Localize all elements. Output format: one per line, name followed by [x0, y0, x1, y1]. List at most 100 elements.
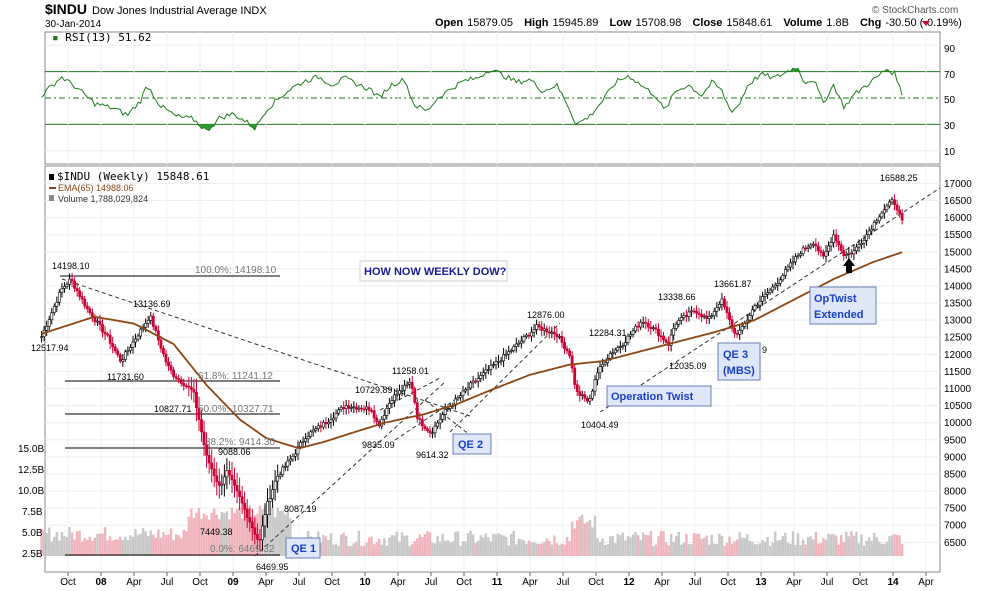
candle-body — [316, 425, 320, 429]
volume-bar — [548, 540, 551, 556]
candle-body — [45, 326, 49, 331]
rsi-tick: 70 — [944, 70, 956, 81]
candle-body — [654, 327, 658, 330]
volume-bar — [205, 515, 208, 556]
volume-bar — [408, 545, 411, 556]
volume-bar — [898, 535, 901, 556]
volume-bar — [850, 531, 853, 556]
candle-body — [136, 335, 140, 340]
volume-bar — [809, 536, 812, 556]
price-legend-swatch — [49, 174, 54, 180]
volume-bar — [342, 532, 345, 556]
qe3-label-line2: (MBS) — [723, 365, 755, 377]
candle-body — [768, 289, 772, 293]
volume-bar — [45, 532, 48, 556]
time-tick: 12 — [623, 577, 635, 588]
volume-bar — [446, 540, 449, 556]
candle-body — [123, 351, 127, 360]
volume-bar — [715, 544, 719, 556]
candle-body — [167, 361, 170, 367]
volume-bar — [725, 542, 729, 556]
qe3-label-line1: QE 3 — [723, 349, 748, 361]
time-tick: Oct — [720, 577, 736, 588]
candle-body — [126, 350, 130, 353]
candle-body — [390, 400, 394, 404]
candle-body — [225, 470, 229, 478]
candle-body — [499, 360, 503, 363]
rsi-tick: 30 — [944, 121, 956, 132]
price-tick: 14500 — [944, 264, 972, 275]
candle-body — [278, 474, 282, 477]
candle-body — [184, 385, 188, 388]
volume-bar — [824, 539, 828, 556]
volume-bar — [471, 534, 475, 556]
candle-body — [651, 327, 655, 330]
volume-bar — [482, 537, 485, 556]
channel-line-upper — [379, 377, 441, 411]
candle-body — [281, 466, 285, 475]
volume-bar — [804, 544, 807, 556]
volume-tick: 7.5B — [22, 507, 43, 518]
candle-body — [527, 334, 531, 337]
volume-bar — [685, 533, 688, 556]
candle-body — [893, 199, 896, 206]
volume-bar — [578, 516, 581, 556]
candle-body — [456, 397, 460, 400]
qe2-trend-line — [449, 322, 561, 433]
volume-bar — [289, 518, 292, 556]
candle-body — [344, 405, 348, 409]
time-tick: Oct — [324, 577, 340, 588]
candle-body — [715, 307, 719, 312]
volume-bar — [662, 530, 665, 556]
chart-title-box — [359, 260, 508, 282]
candle-body — [250, 521, 254, 529]
volume-bar — [860, 534, 863, 556]
volume-bar — [60, 531, 64, 556]
volume-bar — [207, 519, 211, 556]
candle-body — [535, 324, 539, 330]
candle-body — [385, 408, 389, 416]
candle-body — [664, 339, 668, 343]
candle-body — [314, 428, 318, 431]
candle-body — [75, 288, 79, 292]
volume-bar — [339, 534, 343, 556]
volume-bar — [119, 536, 122, 556]
candle-body — [580, 394, 584, 397]
volume-bar — [675, 535, 678, 556]
price-tick: 10500 — [944, 401, 972, 412]
candle-body — [65, 283, 69, 287]
time-tick: Jul — [821, 577, 834, 588]
volume-bar — [812, 539, 815, 556]
candle-body — [398, 390, 401, 395]
candle-body — [624, 342, 627, 347]
volume-bar — [588, 519, 592, 556]
volume-bar — [238, 507, 241, 556]
volume-bar — [451, 541, 455, 556]
candle-body — [134, 338, 137, 343]
volume-bar — [692, 533, 696, 556]
volume-bar — [883, 543, 886, 556]
candle-body — [162, 348, 165, 355]
candle-body — [822, 252, 825, 257]
volume-bar — [355, 541, 358, 556]
candle-body — [329, 419, 333, 423]
volume-bar — [103, 527, 107, 556]
volume-bar — [512, 530, 515, 556]
volume-bar — [682, 542, 686, 556]
volume-bar — [779, 539, 782, 556]
time-tick: 13 — [755, 577, 767, 588]
volume-bar — [728, 536, 731, 556]
candle-body — [827, 245, 830, 252]
candle-body — [469, 382, 473, 389]
candle-body — [108, 334, 112, 344]
time-tick: 08 — [95, 577, 107, 588]
volume-bar — [111, 540, 114, 556]
candle-body — [629, 334, 632, 337]
qe1-label: QE 1 — [291, 543, 316, 555]
volume-bar — [121, 539, 125, 556]
volume-bar — [565, 537, 569, 556]
volume-bar — [677, 531, 680, 556]
candle-body — [692, 310, 696, 313]
optwist-extended-line1: OpTwist — [814, 293, 857, 305]
candle-body — [494, 361, 498, 366]
